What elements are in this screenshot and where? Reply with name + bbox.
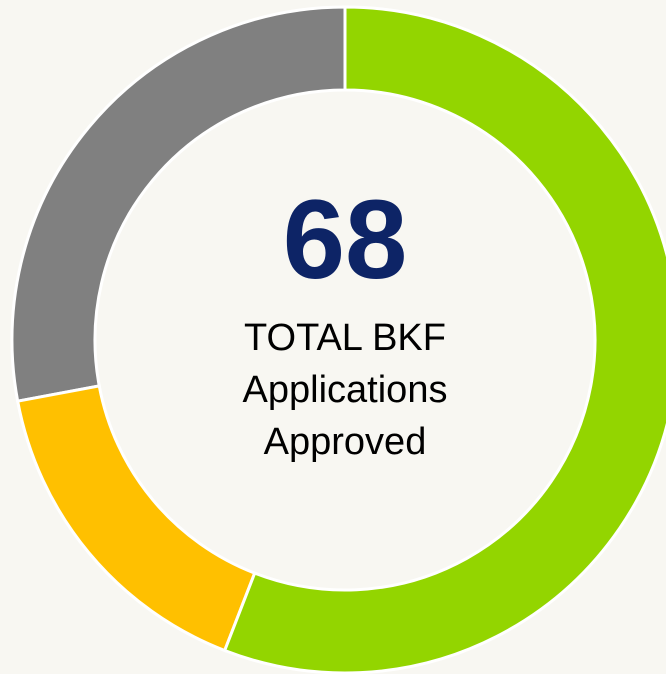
- donut-segment: [10, 5, 347, 403]
- donut-segment: [222, 5, 666, 674]
- center-value: 68: [283, 177, 408, 302]
- center-label: TOTAL BKF: [244, 317, 446, 359]
- center-label: Applications: [243, 369, 448, 411]
- center-label: Approved: [264, 421, 427, 463]
- donut-segment: [15, 384, 257, 653]
